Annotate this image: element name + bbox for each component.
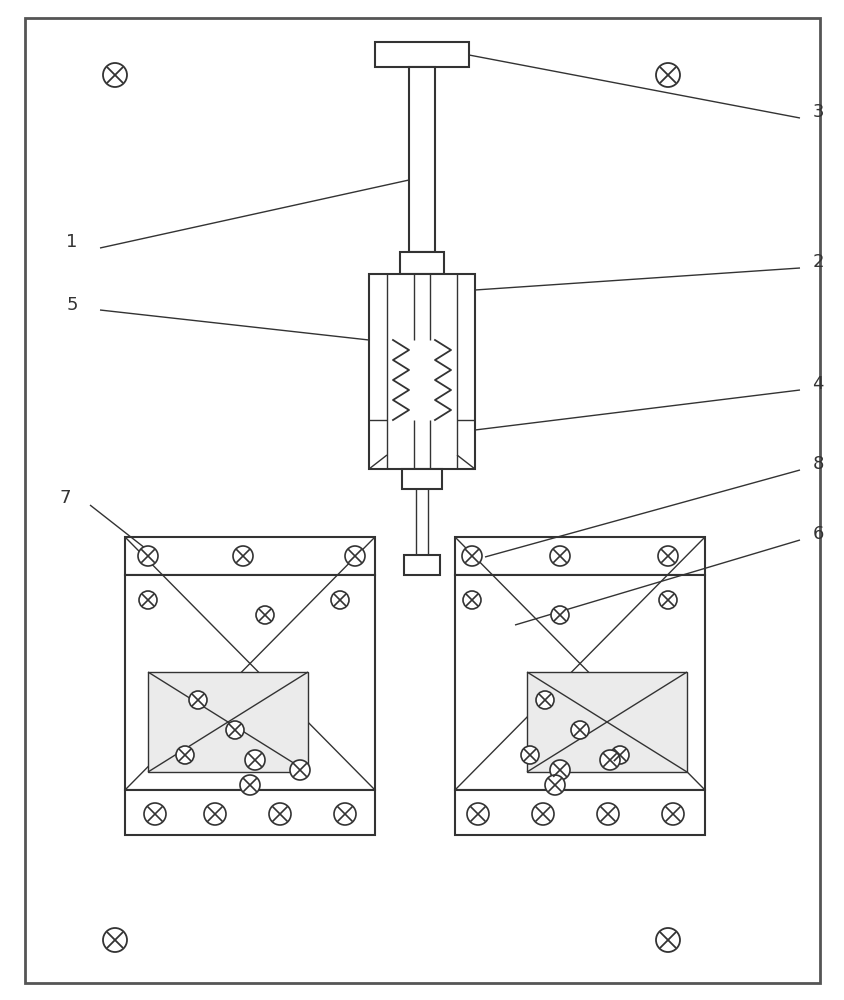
Circle shape (331, 591, 349, 609)
Bar (403, 555, 440, 575)
Bar (125, 575, 375, 790)
Circle shape (655, 63, 679, 87)
Bar (454, 790, 704, 835)
Circle shape (240, 775, 260, 795)
Circle shape (463, 591, 480, 609)
Circle shape (256, 606, 273, 624)
Circle shape (176, 746, 194, 764)
Circle shape (225, 721, 244, 739)
Bar (148, 672, 307, 772)
Text: 5: 5 (66, 296, 78, 314)
Circle shape (103, 63, 127, 87)
Circle shape (103, 928, 127, 952)
Circle shape (333, 803, 355, 825)
Bar (125, 537, 375, 575)
Circle shape (599, 750, 619, 770)
Circle shape (535, 691, 554, 709)
Circle shape (571, 721, 588, 739)
Circle shape (245, 750, 265, 770)
Circle shape (661, 803, 683, 825)
Circle shape (467, 803, 489, 825)
Circle shape (462, 546, 481, 566)
Circle shape (532, 803, 554, 825)
Circle shape (344, 546, 365, 566)
Circle shape (143, 803, 165, 825)
Circle shape (138, 591, 157, 609)
Text: 2: 2 (811, 253, 823, 271)
Circle shape (138, 546, 158, 566)
Bar (454, 575, 704, 790)
Bar (399, 252, 443, 274)
Text: 4: 4 (811, 375, 823, 393)
Text: 8: 8 (811, 455, 823, 473)
Bar (408, 67, 435, 252)
Text: 1: 1 (66, 233, 78, 251)
Circle shape (655, 928, 679, 952)
Circle shape (550, 606, 568, 624)
Circle shape (203, 803, 225, 825)
Circle shape (233, 546, 252, 566)
Text: 7: 7 (59, 489, 71, 507)
Bar (527, 672, 686, 772)
Circle shape (597, 803, 619, 825)
Circle shape (549, 760, 570, 780)
Bar (125, 790, 375, 835)
Circle shape (544, 775, 565, 795)
Bar (375, 42, 468, 67)
Circle shape (657, 546, 677, 566)
Bar (369, 274, 474, 469)
Circle shape (610, 746, 628, 764)
Bar (402, 469, 441, 489)
Circle shape (549, 546, 570, 566)
Text: 3: 3 (811, 103, 823, 121)
Bar (454, 537, 704, 575)
Circle shape (189, 691, 207, 709)
Circle shape (521, 746, 538, 764)
Text: 6: 6 (811, 525, 823, 543)
Circle shape (289, 760, 310, 780)
Circle shape (268, 803, 290, 825)
Circle shape (658, 591, 676, 609)
